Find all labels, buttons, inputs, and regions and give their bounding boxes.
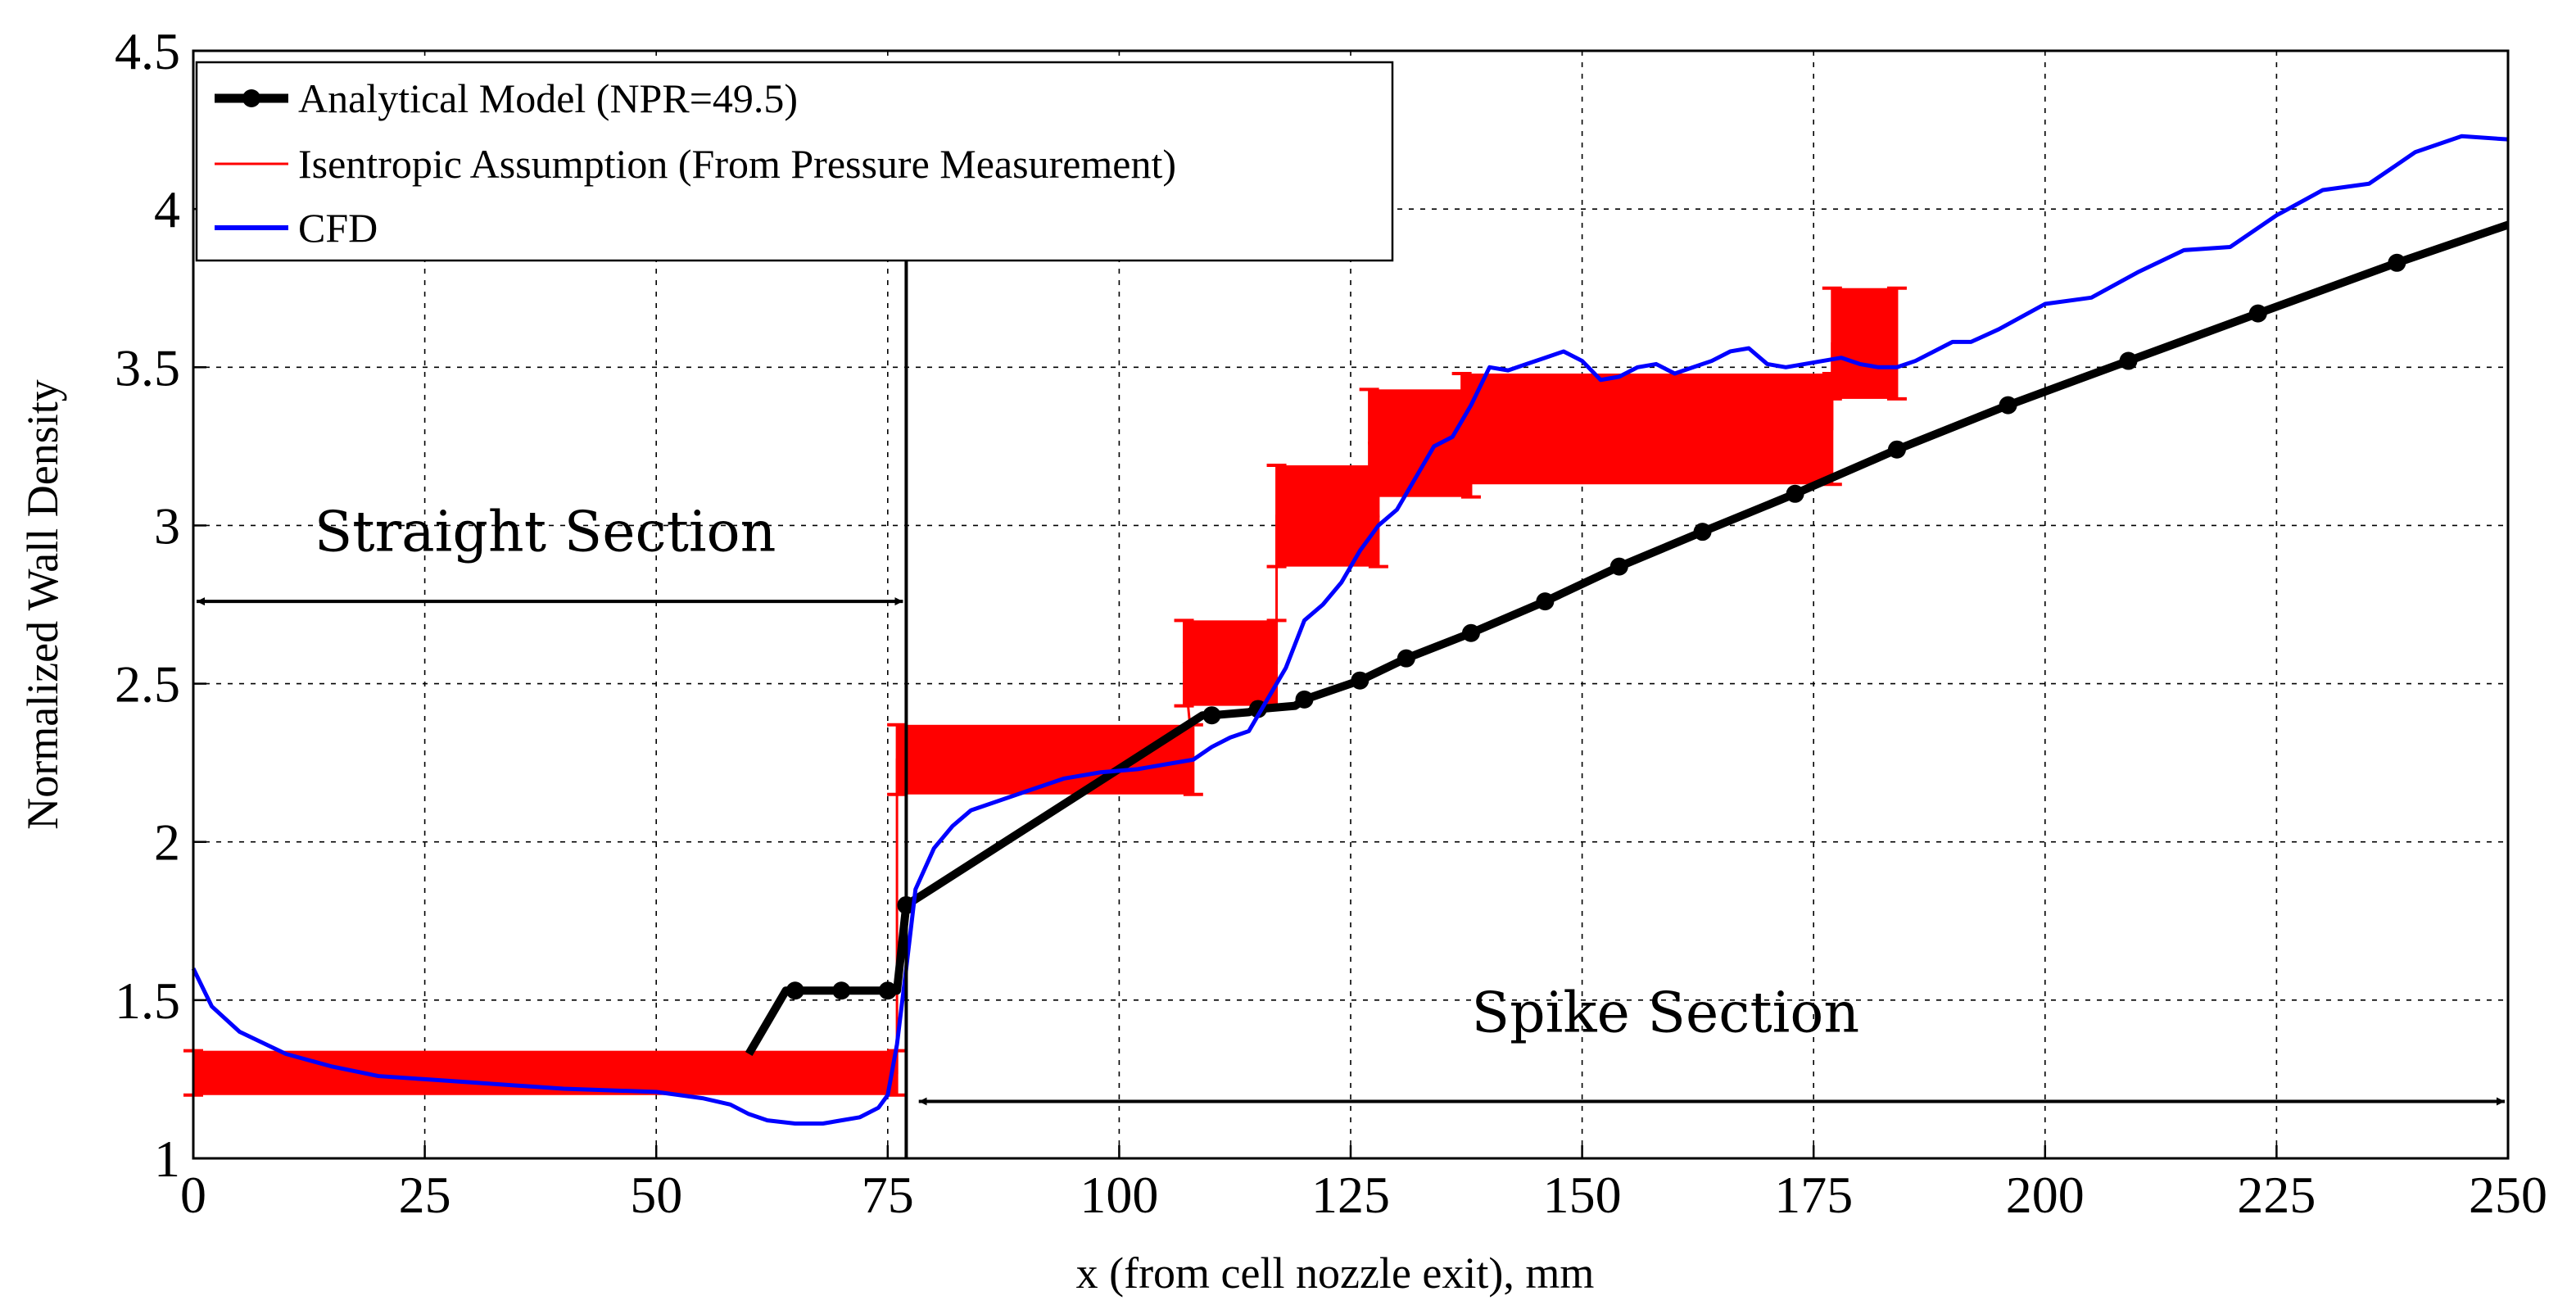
- analytical-model-point: [832, 981, 851, 1000]
- analytical-model-point: [1999, 396, 2017, 415]
- analytical-model-point: [1887, 440, 1906, 459]
- legend-label-isentropic: Isentropic Assumption (From Pressure Mea…: [298, 141, 1176, 187]
- x-tick-label: 225: [2237, 1166, 2316, 1224]
- cfd-line: [191, 134, 2509, 1126]
- straight-section-label: Straight Section: [315, 500, 776, 564]
- analytical-model-point: [1693, 523, 1712, 541]
- spike-section-label: Spike Section: [1472, 981, 1860, 1045]
- x-tick-label: 175: [1774, 1166, 1853, 1224]
- analytical-model-point: [1786, 484, 1804, 503]
- data-lines: [191, 134, 2510, 1158]
- y-tick-label: 1: [154, 1130, 180, 1188]
- y-tick-label: 3.5: [115, 338, 180, 396]
- x-tick-label: 100: [1080, 1166, 1158, 1224]
- analytical-model-point: [2388, 253, 2406, 272]
- x-tick-label: 250: [2469, 1166, 2547, 1224]
- axis-ticks: 0 25 50 75 100 125 150 175 200 225 250 1 1.5 2 2.5 3 3.5…: [115, 22, 2547, 1224]
- y-tick-label: 4: [154, 180, 180, 238]
- x-tick-label: 25: [399, 1166, 451, 1224]
- analytical-model-point: [785, 981, 804, 1000]
- analytical-model-point: [878, 981, 897, 1000]
- x-tick-label: 200: [2006, 1166, 2085, 1224]
- analytical-model-point: [1351, 671, 1369, 690]
- x-tick-label: 0: [180, 1166, 206, 1224]
- analytical-model-point: [1461, 623, 1480, 642]
- y-tick-label: 2: [154, 813, 180, 872]
- x-tick-label: 50: [630, 1166, 682, 1224]
- y-tick-label: 3: [154, 496, 180, 555]
- analytical-model-point: [2248, 304, 2267, 323]
- y-tick-label: 2.5: [115, 655, 180, 714]
- y-tick-label: 4.5: [115, 22, 180, 80]
- isentropic-line: [193, 342, 1897, 1075]
- annotations: Straight Section Spike Section: [197, 500, 2505, 1106]
- analytical-model-point: [1397, 649, 1415, 668]
- legend-marker-analytical: [242, 89, 260, 107]
- x-axis-label: x (from cell nozzle exit), mm: [1076, 1248, 1595, 1298]
- legend-box: [195, 61, 1394, 262]
- y-tick-label: 1.5: [115, 972, 180, 1030]
- y-axis-label: Normalized Wall Density: [18, 379, 67, 830]
- analytical-model-point: [1536, 592, 1555, 611]
- legend-label-cfd: CFD: [298, 205, 378, 251]
- analytical-model-point: [2119, 351, 2138, 370]
- x-tick-label: 75: [862, 1166, 914, 1224]
- legend-label-analytical: Analytical Model (NPR=49.5): [298, 75, 798, 121]
- analytical-model-point: [1202, 706, 1221, 725]
- analytical-model-point: [1609, 557, 1628, 576]
- legend: Analytical Model (NPR=49.5) Isentropic A…: [195, 61, 1394, 262]
- x-tick-label: 125: [1311, 1166, 1390, 1224]
- x-tick-label: 150: [1543, 1166, 1622, 1224]
- analytical-model-point: [1295, 690, 1314, 709]
